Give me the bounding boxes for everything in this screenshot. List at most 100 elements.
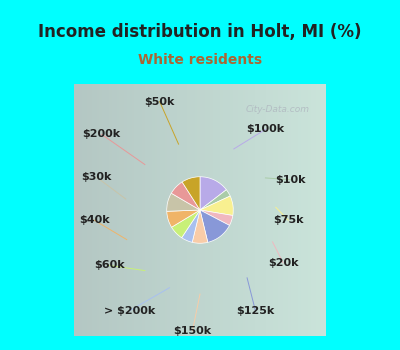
Wedge shape <box>192 210 208 243</box>
Bar <box>172 84 175 336</box>
Bar <box>281 84 283 336</box>
Bar <box>210 84 213 336</box>
Bar <box>296 84 298 336</box>
Text: $60k: $60k <box>94 260 124 271</box>
Bar <box>132 84 134 336</box>
Bar <box>74 84 76 336</box>
Bar <box>160 84 162 336</box>
Bar <box>288 84 291 336</box>
Bar <box>276 84 278 336</box>
Bar <box>170 84 172 336</box>
Bar <box>256 84 258 336</box>
Bar <box>187 84 190 336</box>
Bar <box>298 84 301 336</box>
Bar <box>260 84 263 336</box>
Bar <box>109 84 112 336</box>
Text: $100k: $100k <box>246 124 284 134</box>
Bar <box>270 84 273 336</box>
Bar <box>134 84 137 336</box>
Bar <box>258 84 260 336</box>
Bar <box>165 84 167 336</box>
Bar <box>94 84 97 336</box>
Text: $30k: $30k <box>82 172 112 182</box>
Bar <box>76 84 79 336</box>
Bar <box>114 84 117 336</box>
Wedge shape <box>182 177 200 210</box>
Bar <box>117 84 119 336</box>
Bar <box>233 84 235 336</box>
Bar <box>130 84 132 336</box>
Bar <box>225 84 228 336</box>
Bar <box>238 84 240 336</box>
Bar <box>306 84 308 336</box>
Bar <box>140 84 142 336</box>
Text: $50k: $50k <box>144 97 175 107</box>
Bar <box>99 84 102 336</box>
Bar <box>185 84 187 336</box>
Bar <box>248 84 250 336</box>
Bar <box>167 84 170 336</box>
Bar <box>240 84 243 336</box>
Bar <box>215 84 218 336</box>
Bar <box>220 84 223 336</box>
Bar <box>192 84 195 336</box>
Bar <box>293 84 296 336</box>
Text: $125k: $125k <box>236 306 274 316</box>
Bar <box>198 84 200 336</box>
Bar <box>253 84 256 336</box>
Bar <box>150 84 152 336</box>
Bar <box>182 84 185 336</box>
Bar <box>213 84 215 336</box>
Text: $75k: $75k <box>273 215 304 225</box>
Bar <box>152 84 155 336</box>
Bar <box>301 84 303 336</box>
Bar <box>119 84 122 336</box>
Bar <box>311 84 314 336</box>
Wedge shape <box>200 177 226 210</box>
Bar <box>268 84 270 336</box>
Bar <box>266 84 268 336</box>
Text: $150k: $150k <box>173 326 212 336</box>
Bar <box>202 84 205 336</box>
Bar <box>79 84 82 336</box>
Bar <box>235 84 238 336</box>
Bar <box>147 84 150 336</box>
Wedge shape <box>200 190 230 210</box>
Bar <box>218 84 220 336</box>
Bar <box>228 84 230 336</box>
Bar <box>104 84 107 336</box>
Bar <box>245 84 248 336</box>
Bar <box>230 84 233 336</box>
Bar <box>324 84 326 336</box>
Bar <box>157 84 160 336</box>
Text: > $200k: > $200k <box>104 306 155 316</box>
Text: White residents: White residents <box>138 52 262 66</box>
Bar <box>208 84 210 336</box>
Bar <box>286 84 288 336</box>
Bar <box>86 84 89 336</box>
Bar <box>250 84 253 336</box>
Bar <box>92 84 94 336</box>
Bar <box>122 84 124 336</box>
Bar <box>137 84 140 336</box>
Wedge shape <box>172 210 200 238</box>
Bar <box>127 84 130 336</box>
Bar <box>291 84 293 336</box>
Bar <box>82 84 84 336</box>
Bar <box>321 84 324 336</box>
Wedge shape <box>200 210 233 225</box>
Wedge shape <box>171 182 200 210</box>
Bar <box>308 84 311 336</box>
Bar <box>200 84 202 336</box>
Bar <box>177 84 180 336</box>
Bar <box>107 84 109 336</box>
Bar <box>223 84 225 336</box>
Bar <box>195 84 198 336</box>
Bar <box>102 84 104 336</box>
Bar <box>190 84 192 336</box>
Text: $40k: $40k <box>79 215 110 225</box>
Text: $20k: $20k <box>268 258 298 268</box>
Wedge shape <box>200 210 230 242</box>
Bar <box>84 84 86 336</box>
Bar <box>318 84 321 336</box>
